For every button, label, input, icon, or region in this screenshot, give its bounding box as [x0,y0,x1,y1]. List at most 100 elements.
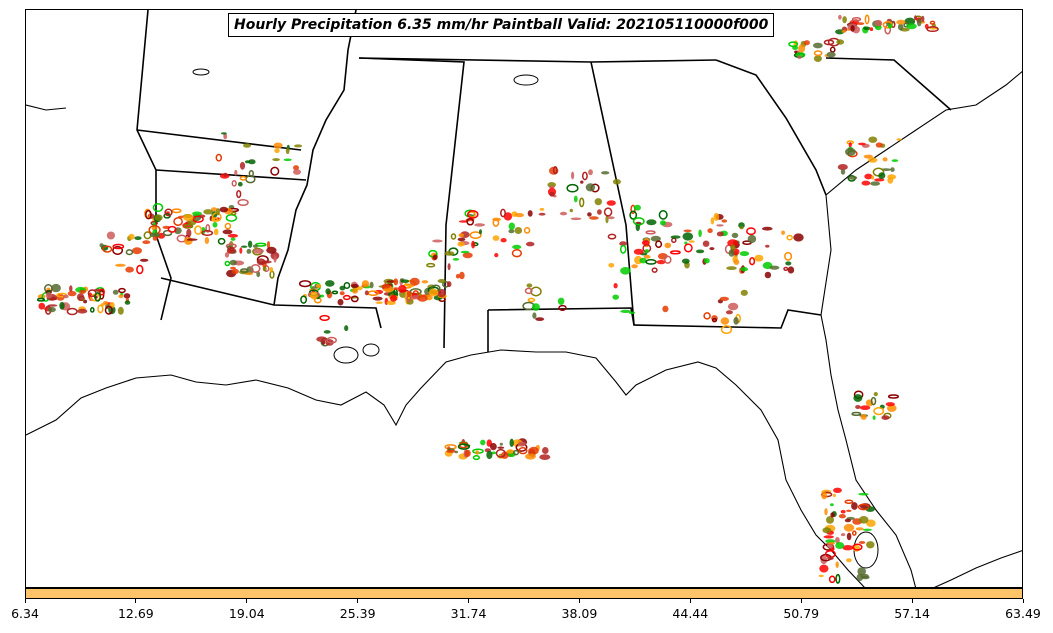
paintball-blob [835,537,840,544]
paintball-blob [183,236,193,245]
paintball-blob [897,23,904,31]
map-title: Hourly Precipitation 6.35 mm/hr Paintbal… [228,13,775,37]
paintball-blob [315,284,322,288]
paintball-blob [230,237,236,241]
paintball-blob [381,284,391,289]
paintball-blob [644,249,650,254]
paintball-blob [733,317,739,325]
paintball-blob [164,208,173,217]
paintball-blob [603,207,613,217]
paintball-blob [467,210,479,219]
paintball-blob [874,19,883,27]
paintball-blob [162,229,173,237]
paintball-blob [620,267,631,275]
paintball-blob [588,169,593,176]
paintball-blob [887,177,894,184]
paintball-blob [921,15,925,23]
paintball-blob [658,210,668,220]
paintball-blob [118,287,126,294]
paintball-blob [846,509,852,512]
paintball-blob [269,270,275,279]
paintball-blob [619,244,627,254]
paintball-blob [211,207,218,212]
colorbar-tick [357,599,359,603]
paintball-blob [246,248,252,254]
paintball-blob [128,233,135,240]
paintball-blob [369,281,374,289]
paintball-blob [342,294,351,301]
paintball-blob [236,189,242,199]
paintball-blob [740,289,748,296]
colorbar-tick-label: 12.69 [117,606,154,621]
paintball-blob [244,160,251,164]
paintball-blob [585,183,596,192]
paintball-blob [858,541,866,544]
colorbar-tick-label: 44.44 [672,606,709,621]
paintball-blob [762,226,773,231]
paintball-blob [77,308,88,314]
paintball-blob [494,253,499,258]
paintball-blob [813,42,823,49]
paintball-blob [393,287,399,291]
paintball-blob [846,532,852,541]
paintball-blob [466,218,475,226]
paintball-blob [152,236,158,241]
paintball-blob [294,144,303,148]
paintball-blob [117,306,124,315]
paintball-blob [526,283,533,288]
paintball-blob [500,238,507,243]
colorbar-tick [800,599,802,603]
paintball-blob [205,224,211,233]
paintball-blob [454,450,458,454]
paintball-blob [474,223,485,227]
paintball-blob [710,217,715,225]
paintball-blob [350,283,359,288]
paintball-blob [273,255,277,263]
paintball-blob [864,14,870,25]
paintball-blob [587,212,592,217]
paintball-blob [118,294,124,299]
paintball-blob [821,491,828,500]
paintball-blob [234,169,238,176]
paintball-blob [69,285,73,293]
paintball-blob [851,530,857,536]
paintball-blob [819,564,829,573]
paintball-blob [237,181,243,187]
paintball-blob [835,573,841,584]
paintball-blob [826,516,834,524]
paintball-blob [337,298,344,306]
paintball-blob [558,304,567,311]
paintball-blob [67,290,77,297]
paintball-blob [125,266,134,273]
paintball-blob [906,23,917,30]
paintball-blob [319,314,330,321]
paintball-blob [858,492,869,496]
paintball-blob [662,305,669,313]
paintball-blob [326,336,337,344]
paintball-blob [698,229,702,238]
paintball-blob [531,303,540,311]
paintball-blob [409,277,420,286]
paintball-blob [437,279,446,283]
colorbar-tick-label: 25.39 [339,606,376,621]
paintball-blob [398,284,407,293]
paintball-blob [716,224,724,227]
paintball-blob [579,197,585,208]
paintball-blob [112,243,125,250]
paintball-blob [824,508,828,516]
paintball-blob [495,448,506,458]
paintball-blob [639,257,647,264]
paintball-blob [186,228,192,238]
paintball-blob [842,16,847,24]
paintball-blob [457,241,465,247]
paintball-blob [528,446,539,455]
colorbar-tick [911,599,913,603]
paintball-blob [860,573,869,579]
paintball-blob [115,263,126,267]
paintball-blob [212,222,218,228]
paintball-blob [239,247,243,254]
paintball-blob [842,545,854,551]
paintball-blob [857,503,870,511]
paintball-blob [851,411,862,417]
paintball-blob [827,556,834,560]
